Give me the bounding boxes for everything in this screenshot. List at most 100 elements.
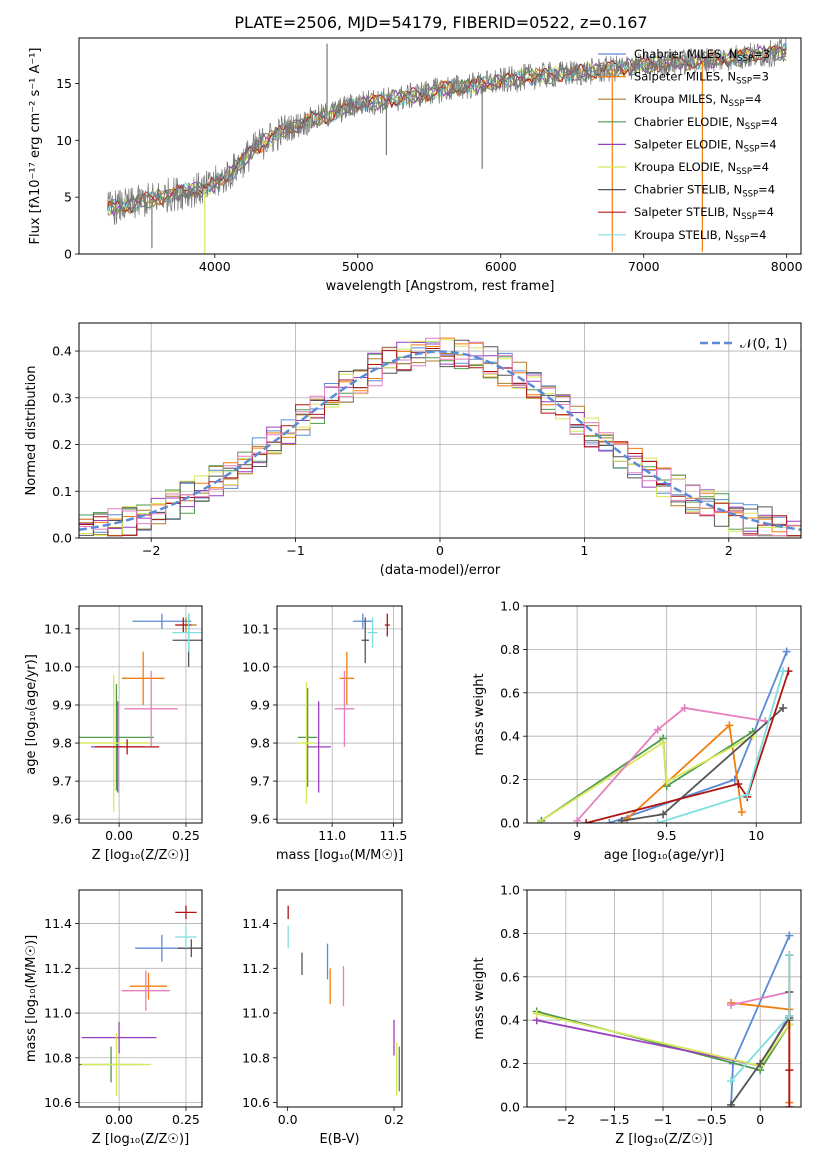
y-tick-label: 0 <box>64 247 72 262</box>
weight-point-marker <box>727 1001 736 1010</box>
panel-mass-vs-ebv: 0.0 0.2 10.6 10.8 11.0 11.2 11.4 E(B-V) <box>242 889 404 1147</box>
y-tick-label: 10.1 <box>44 621 72 636</box>
weight-point-marker <box>782 647 791 656</box>
legend-label: Salpeter ELODIE, NSSP=4 <box>634 137 777 154</box>
y-axis-label: mass weight <box>472 957 487 1039</box>
weight-series-line <box>576 707 766 822</box>
legend-subscript: SSP <box>736 77 752 87</box>
x-tick-label: 7000 <box>628 259 660 274</box>
x-tick-label: 0.25 <box>172 1112 200 1127</box>
y-tick-label: 0.4 <box>500 1013 520 1028</box>
x-axis-label: wavelength [Angstrom, rest frame] <box>326 279 555 294</box>
axes-frame <box>526 605 802 824</box>
y-tick-label: 1.0 <box>500 599 520 614</box>
panel-weight-vs-age: 9 9.5 10 0.0 0.2 0.4 0.6 0.8 1.0 age [log₁₀(age/y… <box>472 599 802 863</box>
axes-frame <box>78 322 802 539</box>
y-tick-label: 10.0 <box>44 659 72 674</box>
legend-subscript: SSP <box>741 212 757 222</box>
panel-age-vs-Z: 0.00 0.25 9.6 9.7 9.8 9.9 10.0 10.1 Z [log₁₀(Z/Z… <box>24 605 203 863</box>
legend-tail: =3 <box>752 70 769 84</box>
y-tick-label: 5 <box>64 190 72 205</box>
legend-subscript: SSP <box>736 167 752 177</box>
y-tick-label: 10.1 <box>242 621 270 636</box>
y-tick-label: 0.4 <box>52 344 72 359</box>
legend-subscript: SSP <box>737 54 753 64</box>
x-tick-label: 0.0 <box>278 1112 298 1127</box>
weight-series-line <box>609 651 788 823</box>
y-tick-label: 9.9 <box>250 697 270 712</box>
x-tick-label: 1 <box>580 543 588 558</box>
weight-point-marker <box>653 819 662 823</box>
weight-point-marker <box>573 816 582 823</box>
x-axis-label: Z [log₁₀(Z/Z☉)] <box>92 848 189 863</box>
figure-title: PLATE=2506, MJD=54179, FIBERID=0522, z=0… <box>234 13 647 32</box>
axes-frame <box>78 37 802 255</box>
legend-tail: =4 <box>749 228 766 242</box>
y-tick-label: 0.2 <box>500 772 520 787</box>
x-axis-label: E(B-V) <box>319 1132 359 1147</box>
plot-area <box>287 905 400 1096</box>
weight-point-marker <box>605 819 614 823</box>
y-tick-label: 0.2 <box>500 1056 520 1071</box>
x-tick-label: −1.5 <box>599 1112 629 1127</box>
axes-frame <box>78 889 203 1108</box>
weight-point-marker <box>653 725 662 734</box>
panel-spectrum: 4000 5000 6000 7000 8000 0 5 10 15 wavelength [An… <box>28 37 803 294</box>
legend-subscript: SSP <box>729 99 745 109</box>
axes-frame <box>78 605 203 824</box>
legend-tail: =4 <box>757 205 774 219</box>
weight-point-marker <box>785 1011 794 1020</box>
x-tick-label: 9 <box>573 828 581 843</box>
y-tick-label: 10.6 <box>44 1095 72 1110</box>
legend-label: Kroupa ELODIE, NSSP=4 <box>634 160 769 177</box>
weight-point-marker <box>737 808 746 817</box>
y-tick-label: 11.4 <box>44 916 72 931</box>
weight-point-marker <box>533 819 542 823</box>
residual-histogram <box>79 342 801 537</box>
y-tick-label: 11.0 <box>242 1006 270 1021</box>
panel-weight-vs-Z: −2 −1.5 −1 −0.5 0 0.0 0.2 0.4 0.6 0.8 1.0 Z [log₁₀(… <box>472 883 802 1147</box>
y-tick-label: 9.6 <box>52 812 72 827</box>
y-tick-label: 10.8 <box>44 1050 72 1065</box>
x-tick-label: 2 <box>725 543 733 558</box>
x-tick-label: 5000 <box>342 259 374 274</box>
y-tick-label: 10.6 <box>242 1095 270 1110</box>
y-tick-label: 9.9 <box>52 697 72 712</box>
y-tick-label: 10 <box>56 133 72 148</box>
x-tick-label: 9.5 <box>657 828 677 843</box>
y-tick-label: 1.0 <box>500 883 520 898</box>
x-axis-label: (data-model)/error <box>380 563 501 578</box>
y-tick-label: 0.8 <box>500 642 520 657</box>
y-tick-label: 0.4 <box>500 729 520 744</box>
panel-age-vs-mass: 11.0 11.5 9.6 9.7 9.8 9.9 10.0 10.1 mass [log₁₀(… <box>242 605 407 863</box>
x-tick-label: −0.5 <box>696 1112 726 1127</box>
y-tick-label: 9.6 <box>250 812 270 827</box>
y-tick-label: 0.6 <box>500 969 520 984</box>
legend-label: Kroupa MILES, NSSP=4 <box>634 92 761 109</box>
y-tick-label: 11.4 <box>242 916 270 931</box>
x-tick-label: −1 <box>654 1112 672 1127</box>
y-tick-label: 0.0 <box>500 816 520 831</box>
y-tick-label: 0.1 <box>52 484 72 499</box>
legend-label: Chabrier STELIB, NSSP=4 <box>634 183 775 200</box>
x-tick-label: 10 <box>748 828 764 843</box>
x-axis-label: age [log₁₀(age/yr)] <box>604 848 725 863</box>
x-tick-label: 6000 <box>485 259 517 274</box>
weight-point-marker <box>779 703 788 712</box>
y-tick-label: 0.3 <box>52 390 72 405</box>
y-tick-label: 11.2 <box>44 961 72 976</box>
weight-point-marker <box>785 931 794 940</box>
y-tick-label: 15 <box>56 76 72 91</box>
legend-label: Salpeter MILES, NSSP=3 <box>634 70 769 87</box>
weight-point-marker <box>725 721 734 730</box>
legend-tail: =3 <box>753 47 770 61</box>
x-tick-label: 4000 <box>199 259 231 274</box>
weight-point-marker <box>582 819 591 823</box>
y-tick-label: 0.6 <box>500 685 520 700</box>
x-tick-label: 0.2 <box>384 1112 404 1127</box>
y-tick-label: 10.8 <box>242 1050 270 1065</box>
y-tick-label: 11.2 <box>242 961 270 976</box>
legend-label: Chabrier MILES, NSSP=3 <box>634 47 770 64</box>
weight-point-marker <box>659 810 668 819</box>
